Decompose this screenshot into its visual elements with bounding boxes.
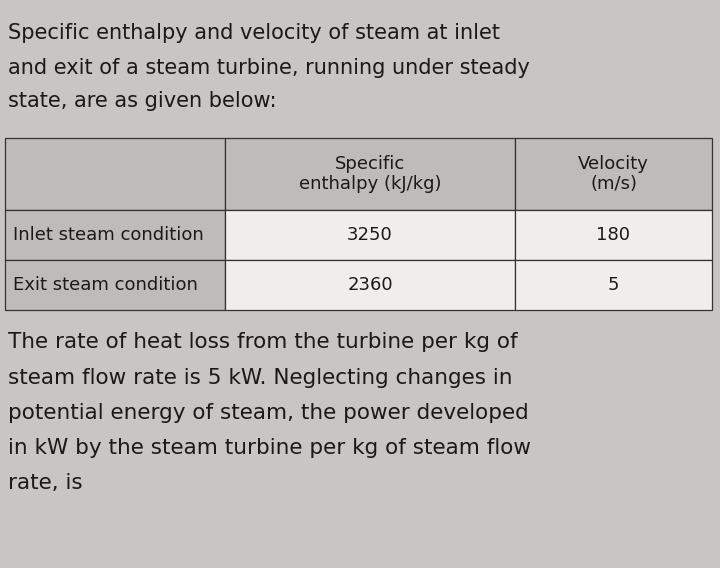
Bar: [5, 138, 225, 210]
Text: in kW by the steam turbine per kg of steam flow: in kW by the steam turbine per kg of ste…: [8, 438, 531, 458]
Bar: [225, 210, 515, 260]
Text: The rate of heat loss from the turbine per kg of: The rate of heat loss from the turbine p…: [8, 332, 518, 352]
Bar: [225, 138, 515, 210]
Text: 3250: 3250: [347, 226, 393, 244]
Bar: [5, 210, 225, 260]
Bar: [5, 260, 225, 310]
Text: Specific enthalpy and velocity of steam at inlet: Specific enthalpy and velocity of steam …: [8, 23, 500, 43]
Text: Exit steam condition: Exit steam condition: [13, 276, 198, 294]
Bar: [515, 138, 712, 210]
Text: Velocity
(m/s): Velocity (m/s): [578, 154, 649, 193]
Text: Specific
enthalpy (kJ/kg): Specific enthalpy (kJ/kg): [299, 154, 441, 193]
Text: 5: 5: [608, 276, 619, 294]
Text: Inlet steam condition: Inlet steam condition: [13, 226, 204, 244]
Text: 180: 180: [596, 226, 631, 244]
Text: 2360: 2360: [347, 276, 393, 294]
Text: steam flow rate is 5 kW. Neglecting changes in: steam flow rate is 5 kW. Neglecting chan…: [8, 368, 513, 388]
Text: state, are as given below:: state, are as given below:: [8, 91, 276, 111]
Text: rate, is: rate, is: [8, 473, 83, 493]
Bar: [515, 210, 712, 260]
Text: potential energy of steam, the power developed: potential energy of steam, the power dev…: [8, 403, 528, 423]
Text: and exit of a steam turbine, running under steady: and exit of a steam turbine, running und…: [8, 58, 530, 78]
Bar: [225, 260, 515, 310]
Bar: [515, 260, 712, 310]
